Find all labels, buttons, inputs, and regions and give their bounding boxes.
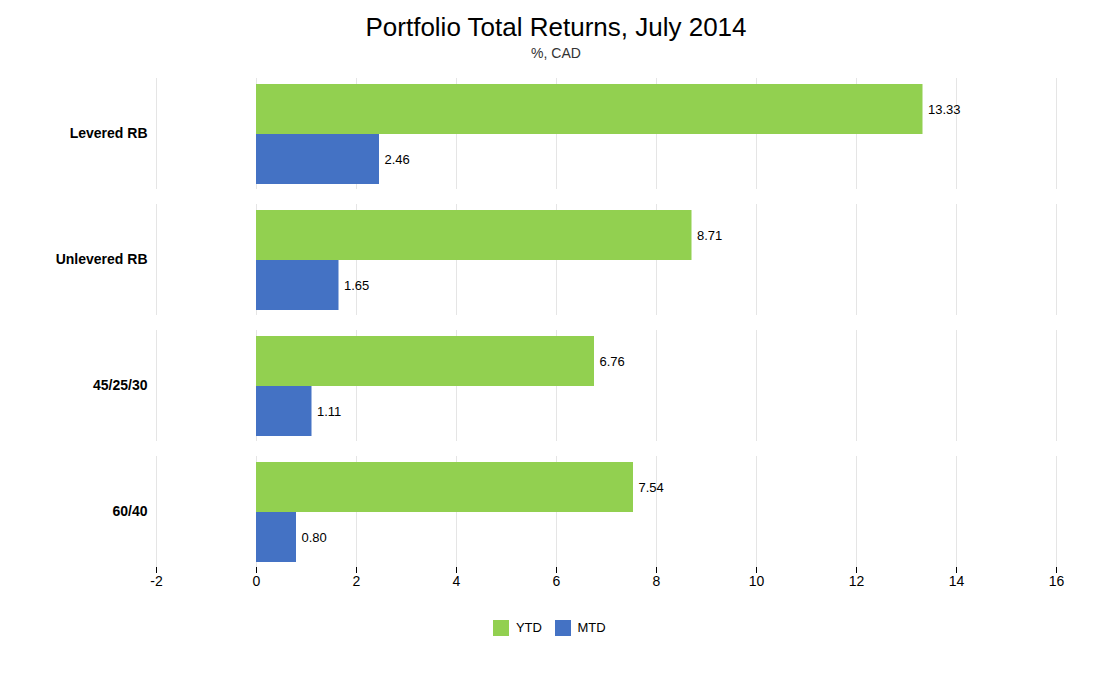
svg-text:Unlevered RB: Unlevered RB <box>56 251 148 267</box>
svg-text:10: 10 <box>749 573 765 589</box>
svg-text:-2: -2 <box>150 573 163 589</box>
svg-text:6.76: 6.76 <box>600 354 625 369</box>
svg-text:14: 14 <box>949 573 965 589</box>
svg-text:0: 0 <box>253 573 261 589</box>
svg-text:60/40: 60/40 <box>112 503 147 519</box>
html-text:Portfolio Total Returns, July: Portfolio Total Returns, July 2014 <box>365 12 747 42</box>
html-text:YTD: YTD <box>515 620 542 635</box>
svg-text:2.46: 2.46 <box>385 152 410 167</box>
svg-text:4: 4 <box>453 573 461 589</box>
svg-text:1.11: 1.11 <box>317 404 341 419</box>
svg-text:12: 12 <box>849 573 865 589</box>
svg-text:1.65: 1.65 <box>344 278 369 293</box>
svg-text:13.33: 13.33 <box>928 102 961 117</box>
svg-text:16: 16 <box>1049 573 1065 589</box>
svg-text:45/25/30: 45/25/30 <box>93 377 148 393</box>
html-text:MTD: MTD <box>577 620 606 635</box>
svg-text:8.71: 8.71 <box>697 228 722 243</box>
svg-text:6: 6 <box>553 573 561 589</box>
svg-text:7.54: 7.54 <box>639 480 664 495</box>
html-text:%, CAD: %, CAD <box>531 45 581 61</box>
svg-text:0.80: 0.80 <box>302 530 327 545</box>
svg-text:8: 8 <box>653 573 661 589</box>
svg-text:2: 2 <box>353 573 361 589</box>
svg-text:Levered RB: Levered RB <box>70 125 148 141</box>
